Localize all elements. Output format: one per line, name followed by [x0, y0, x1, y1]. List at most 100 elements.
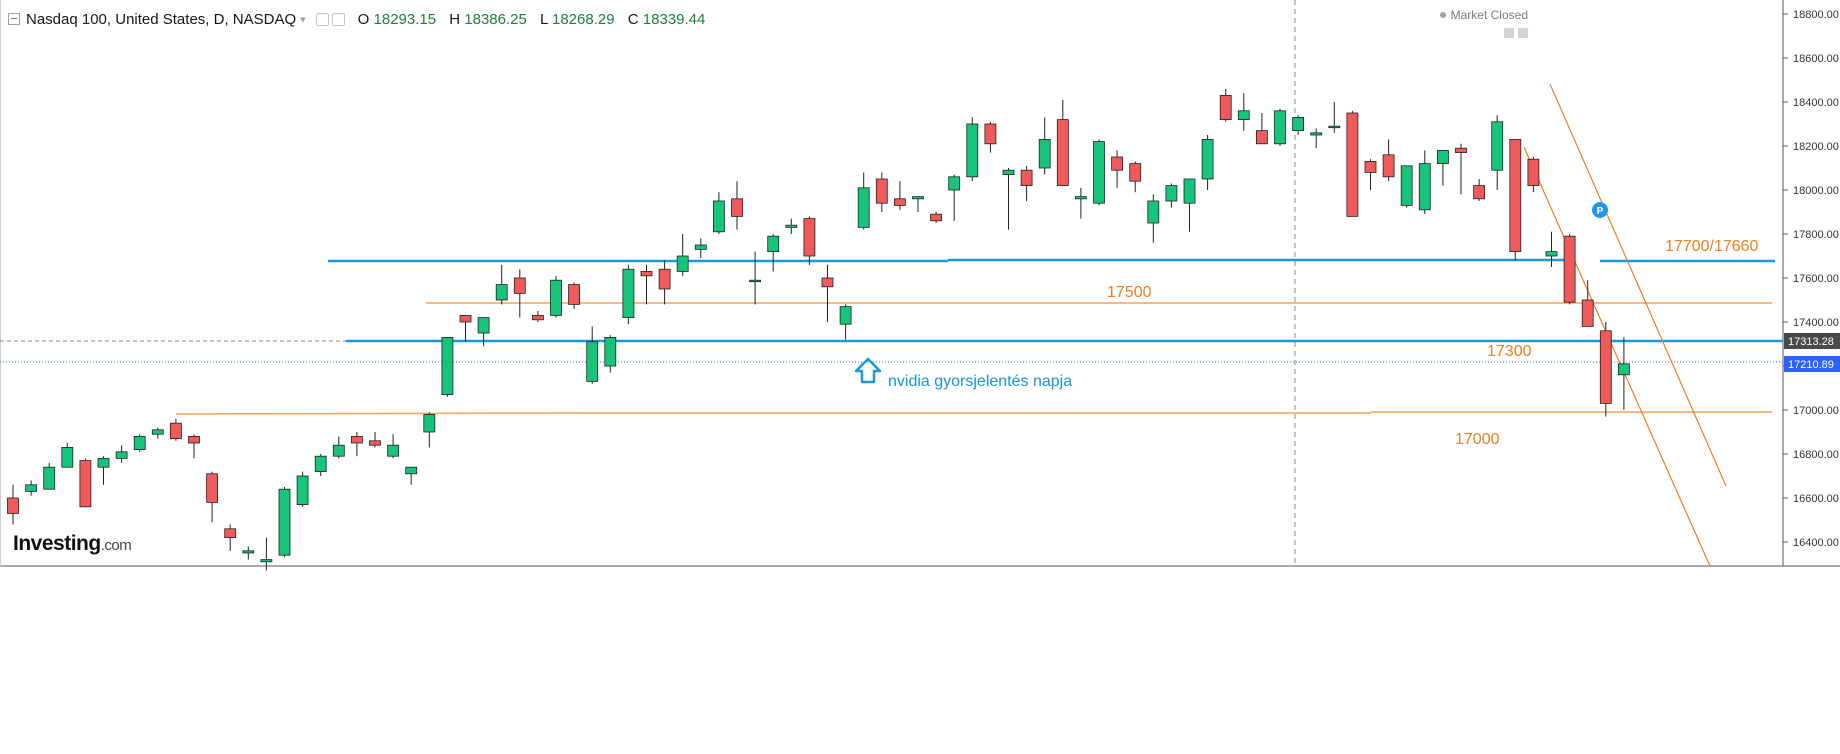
candle-body-down — [369, 440, 381, 446]
candle — [622, 264, 635, 325]
candle-body-up — [1237, 110, 1250, 121]
chart-header: Nasdaq 100, United States, D, NASDAQ ▾ O… — [8, 7, 714, 31]
price-label-last-bg — [1784, 333, 1840, 349]
candle — [369, 432, 381, 448]
candle — [1292, 115, 1304, 135]
candle — [1165, 183, 1178, 208]
candle — [1219, 88, 1232, 122]
symbol-title[interactable]: Nasdaq 100, United States, D, NASDAQ — [26, 10, 297, 28]
candle-body-down — [169, 422, 182, 440]
candle-body-up — [839, 306, 852, 325]
candle — [43, 462, 56, 490]
candle — [387, 434, 400, 459]
candle — [1491, 115, 1504, 190]
candle-body-down — [1455, 147, 1467, 153]
pane-down-icon[interactable] — [1518, 28, 1528, 38]
candle — [694, 238, 707, 259]
p-marker-label: P — [1597, 206, 1604, 217]
candle-body-down — [984, 123, 997, 145]
candle-body-up — [1274, 110, 1286, 145]
candle — [1382, 139, 1395, 182]
candle — [658, 260, 671, 305]
chevron-down-icon[interactable]: ▾ — [300, 13, 306, 26]
candle — [1509, 138, 1522, 261]
status-dot-icon — [1439, 12, 1446, 18]
up-arrow-icon — [854, 357, 882, 384]
candle — [97, 456, 110, 485]
candle-body-up — [1545, 251, 1558, 257]
candle — [242, 546, 255, 560]
price-label-current-bg — [1784, 356, 1840, 372]
candle — [1129, 161, 1142, 193]
annotation-17700: 17700/17660 — [1665, 238, 1759, 255]
market-status-text: Market Closed — [1450, 8, 1528, 22]
collapse-icon[interactable] — [8, 13, 20, 25]
candle-body-up — [1292, 117, 1304, 132]
candle-body-up — [25, 484, 38, 492]
candle — [1183, 178, 1196, 232]
candle-body-down — [1256, 130, 1268, 145]
candle-body-up — [296, 475, 309, 506]
pane-up-icon[interactable] — [1504, 28, 1514, 38]
candle — [785, 218, 798, 234]
candle — [713, 192, 725, 234]
tick-label: 18600.00 — [1793, 53, 1839, 65]
candle — [350, 432, 363, 457]
logo-brand: Investing — [13, 532, 101, 555]
candle-body-down — [875, 178, 888, 204]
candle-body-up — [622, 268, 635, 319]
candle — [332, 436, 345, 459]
candle — [79, 458, 92, 508]
candle — [1111, 150, 1123, 188]
level-17000-left — [175, 412, 577, 415]
candle — [1237, 93, 1250, 131]
candle — [1618, 337, 1630, 410]
candle — [731, 181, 743, 230]
candle-body-up — [133, 435, 146, 450]
candle-body-up — [857, 187, 870, 228]
candle — [767, 234, 780, 272]
candle — [839, 304, 852, 340]
candle-body-up — [97, 457, 110, 468]
eye-icon[interactable] — [315, 12, 329, 26]
annotation-17500: 17500 — [1107, 284, 1152, 301]
candle-body-up — [966, 123, 979, 178]
markers: P — [854, 202, 1608, 384]
candle — [749, 251, 761, 305]
candle-body-up — [550, 279, 562, 316]
candle — [441, 336, 454, 397]
candle-body-up — [423, 413, 436, 433]
price-labels: 17313.28 17210.89 — [1784, 333, 1840, 372]
candle — [1400, 165, 1413, 208]
candle-body-up — [278, 488, 291, 556]
candle — [821, 264, 834, 322]
pane-buttons — [1500, 28, 1528, 38]
candle-body-down — [658, 268, 671, 290]
candle-body-up — [1618, 363, 1630, 376]
candle-body-up — [115, 451, 128, 459]
candle — [477, 317, 490, 347]
candle — [151, 427, 164, 439]
candle-body-up — [586, 341, 599, 382]
open-label: O — [357, 10, 370, 28]
candle-body-up — [43, 466, 56, 490]
settings-icon[interactable] — [331, 12, 345, 26]
annotation-nvidia: nvidia gyorsjelentés napja — [888, 373, 1073, 390]
candle-body-up — [767, 235, 780, 252]
candle-body-down — [1346, 112, 1359, 217]
candle-body-down — [930, 213, 942, 222]
candle-body-down — [803, 218, 816, 257]
candle-body-down — [1473, 185, 1485, 200]
candle — [133, 434, 146, 452]
candle — [1418, 150, 1431, 215]
candle-body-down — [1527, 158, 1540, 186]
candle — [1581, 280, 1594, 327]
candle-body-up — [1437, 149, 1449, 164]
candle-body-down — [1129, 163, 1142, 182]
candle-body-down — [640, 270, 653, 277]
tick-label: 16800.00 — [1793, 449, 1839, 461]
candle-body-down — [188, 435, 200, 444]
candle — [61, 443, 74, 468]
tick-label: 18800.00 — [1793, 9, 1839, 21]
